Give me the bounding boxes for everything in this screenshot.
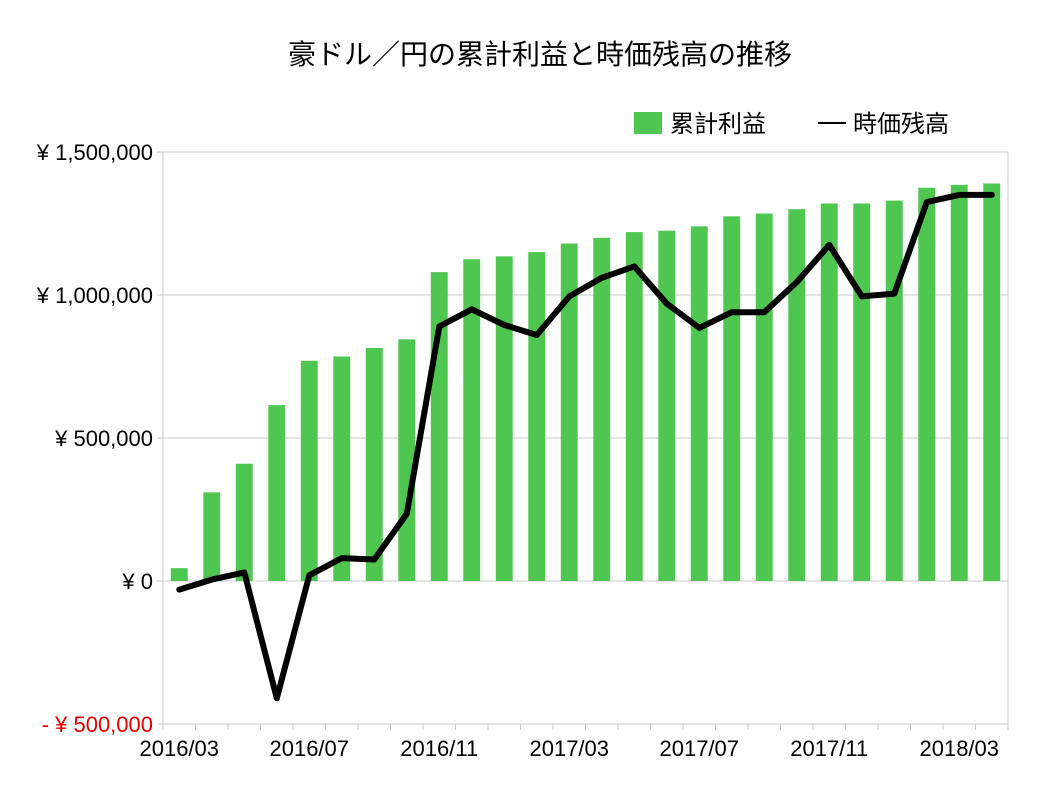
bar bbox=[950, 184, 968, 581]
bar bbox=[398, 339, 416, 581]
line-point bbox=[893, 293, 895, 295]
line-point bbox=[861, 295, 863, 297]
x-tick-label: 2017/11 bbox=[790, 736, 868, 761]
legend-swatch-bar bbox=[634, 112, 662, 134]
x-axis-ticks: 2016/03 2016/07 2016/11 2017/03 2017/07 2017/… bbox=[139, 736, 999, 761]
x-tick-label: 2018/03 bbox=[919, 736, 999, 761]
line-point bbox=[276, 697, 278, 699]
line-path bbox=[176, 191, 995, 702]
bar bbox=[983, 183, 1001, 581]
line-series bbox=[176, 191, 995, 702]
y-tick-label: ¥ 0 bbox=[121, 569, 153, 594]
line-point bbox=[796, 281, 798, 283]
bar bbox=[658, 230, 676, 581]
line-point bbox=[958, 194, 960, 196]
line-point bbox=[763, 311, 765, 313]
x-tick-label: 2016/11 bbox=[400, 736, 478, 761]
x-tick-label: 2017/03 bbox=[529, 736, 609, 761]
bar bbox=[918, 187, 936, 581]
line-point bbox=[503, 324, 505, 326]
y-tick-label: ¥ 500,000 bbox=[54, 426, 153, 451]
line-point bbox=[373, 559, 375, 561]
legend: 累計利益 時価残高 bbox=[634, 110, 949, 138]
bar bbox=[300, 360, 318, 581]
bar bbox=[463, 259, 481, 581]
bar-series bbox=[170, 183, 1001, 582]
bar bbox=[333, 356, 351, 581]
bar bbox=[365, 347, 383, 581]
y-tick-label: ¥ 1,000,000 bbox=[36, 283, 153, 308]
line-point bbox=[568, 295, 570, 297]
line-point bbox=[601, 277, 603, 279]
line-point bbox=[211, 579, 213, 581]
bar bbox=[528, 252, 546, 581]
line-point bbox=[633, 265, 635, 267]
chart-title: 豪ドル／円の累計利益と時価残高の推移 bbox=[288, 38, 792, 71]
line-point bbox=[243, 571, 245, 573]
line-point bbox=[471, 308, 473, 310]
y-axis-ticks: ¥ 1,500,000 ¥ 1,000,000 ¥ 500,000 ¥ 0 - ¥ 50… bbox=[36, 140, 153, 737]
bar bbox=[235, 463, 253, 581]
line-point bbox=[438, 325, 440, 327]
bar bbox=[593, 237, 611, 582]
bar bbox=[203, 492, 221, 581]
x-tick-label: 2016/07 bbox=[269, 736, 349, 761]
y-tick-label: - ¥ 500,000 bbox=[42, 712, 153, 737]
line-point bbox=[926, 201, 928, 203]
bar bbox=[170, 568, 188, 581]
x-tick-label: 2017/07 bbox=[659, 736, 739, 761]
bar bbox=[820, 203, 838, 582]
legend-label-bar: 累計利益 bbox=[670, 110, 766, 138]
line-point bbox=[536, 334, 538, 336]
bar bbox=[885, 200, 903, 581]
bar bbox=[560, 243, 578, 581]
line-point bbox=[341, 557, 343, 559]
bar bbox=[755, 213, 773, 582]
bar bbox=[495, 256, 513, 581]
line-point bbox=[991, 194, 993, 196]
legend-label-line: 時価残高 bbox=[853, 110, 949, 138]
bar bbox=[788, 209, 806, 581]
line-point bbox=[666, 303, 668, 305]
line-point bbox=[178, 589, 180, 591]
line-point bbox=[698, 327, 700, 329]
bar bbox=[430, 272, 448, 581]
bar bbox=[268, 405, 286, 581]
y-tick-label: ¥ 1,500,000 bbox=[36, 140, 153, 165]
bar bbox=[690, 226, 708, 582]
line-point bbox=[828, 244, 830, 246]
bar bbox=[853, 203, 871, 582]
line-point bbox=[406, 513, 408, 515]
bar bbox=[723, 216, 741, 581]
line-point bbox=[731, 311, 733, 313]
bar bbox=[625, 232, 643, 581]
x-tick-label: 2016/03 bbox=[139, 736, 219, 761]
line-point bbox=[308, 574, 310, 576]
